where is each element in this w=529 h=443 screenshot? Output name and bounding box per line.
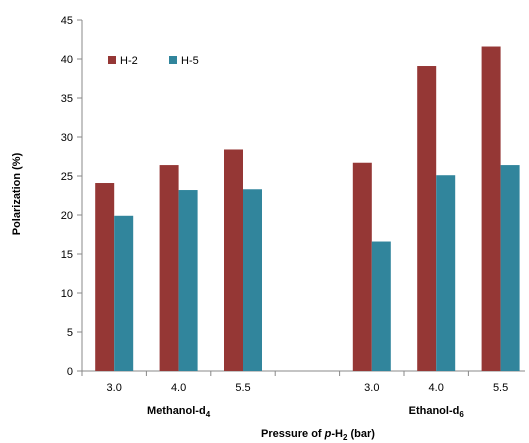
bar-h-5 xyxy=(436,175,456,371)
y-tick-label: 40 xyxy=(61,54,73,66)
group-label-main: Ethanol-d xyxy=(409,405,460,417)
x-axis-title: Pressure of p-H2 (bar) xyxy=(261,428,375,442)
group-label-sub: 4 xyxy=(206,410,211,419)
x-axis-title-suffix: (bar) xyxy=(347,428,375,440)
legend-label-h-2: H-2 xyxy=(120,55,138,67)
x-tick-label: 3.0 xyxy=(364,382,379,394)
y-tick-label: 0 xyxy=(67,366,73,378)
x-axis-title-prefix: Pressure of xyxy=(261,428,325,440)
legend-swatch-h-2 xyxy=(108,56,116,64)
x-tick-label: 5.5 xyxy=(235,382,250,394)
y-tick-label: 20 xyxy=(61,210,73,222)
x-tick-label: 4.0 xyxy=(171,382,186,394)
group-label-sub: 6 xyxy=(459,410,464,419)
y-tick-label: 30 xyxy=(61,132,73,144)
bar-h-5 xyxy=(371,241,391,371)
bar-h-2 xyxy=(224,149,243,371)
legend-swatch-h-5 xyxy=(169,56,177,64)
y-tick-label: 45 xyxy=(61,15,73,27)
x-axis-title-mid: -H xyxy=(331,428,343,440)
bar-h-2 xyxy=(95,183,115,371)
bars xyxy=(95,46,520,372)
bar-h-2 xyxy=(417,66,437,372)
x-tick-label: 5.5 xyxy=(493,382,508,394)
y-tick-label: 35 xyxy=(61,93,73,105)
legend-label-h-5: H-5 xyxy=(181,55,199,67)
bar-h-5 xyxy=(500,165,520,371)
group-label-main: Methanol-d xyxy=(147,405,206,417)
y-tick-label: 15 xyxy=(61,249,73,261)
x-axis-title-sub: 2 xyxy=(343,433,348,442)
x-tick-label: 3.0 xyxy=(107,382,122,394)
bar-h-5 xyxy=(114,215,134,371)
bar-h-2 xyxy=(481,46,501,372)
y-axis-title: Polarization (%) xyxy=(11,152,23,235)
x-tick-label: 4.0 xyxy=(429,382,444,394)
x-axis-ticks: 3.0 4.0 5.5 3.0 4.0 5.5 xyxy=(81,371,508,394)
y-tick-label: 5 xyxy=(67,327,73,339)
y-axis-ticks: 0 5 10 15 20 25 30 35 40 45 xyxy=(61,15,82,378)
y-tick-label: 25 xyxy=(61,171,73,183)
bar-h-5 xyxy=(178,190,198,371)
x-axis-title-italic: p xyxy=(324,428,332,440)
group-labels: Methanol-d4 Ethanol-d6 xyxy=(147,405,464,419)
group-label: Methanol-d4 xyxy=(147,405,211,419)
bar-h-5 xyxy=(243,189,262,371)
y-tick-label: 10 xyxy=(61,288,73,300)
legend: H-2 H-5 xyxy=(108,55,199,67)
group-label: Ethanol-d6 xyxy=(409,405,465,419)
bar-h-2 xyxy=(352,162,372,371)
bar-h-2 xyxy=(159,165,179,371)
